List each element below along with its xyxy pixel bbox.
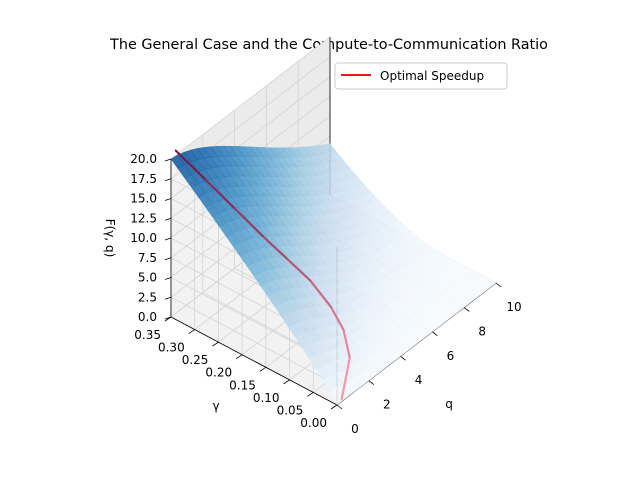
y-tick-mark — [283, 379, 290, 385]
x-tick-mark — [368, 380, 375, 385]
optimal-speedup-segment — [203, 177, 235, 209]
optimal-speedup-segment — [329, 305, 345, 331]
x-tick-mark — [400, 355, 406, 361]
z-tick-label: 0.0 — [138, 310, 157, 324]
z-tick-label: 20.0 — [130, 152, 157, 166]
optimal-speedup-segment — [174, 149, 206, 180]
z-tick-mark — [164, 198, 172, 201]
z-tick-label: 15.0 — [130, 192, 157, 206]
y-axis-label: γ — [212, 399, 219, 413]
z-tick-label: 10.0 — [130, 231, 157, 245]
surface-cell — [329, 387, 344, 406]
y-tick-mark — [330, 404, 338, 410]
optimal-speedup-segment — [342, 328, 351, 359]
z-tick-label: 12.5 — [130, 211, 157, 225]
x-tick-mark — [495, 282, 502, 288]
axis-line — [170, 316, 338, 406]
y-tick-label: 0.10 — [253, 391, 280, 405]
optimal-speedup-segment — [232, 206, 264, 238]
x-tick-label: 6 — [447, 349, 455, 363]
z-tick-label: 5.0 — [138, 271, 157, 285]
y-tick-mark — [235, 354, 243, 360]
y-tick-mark — [212, 341, 219, 347]
x-tick-label: 10 — [506, 300, 521, 314]
z-tick-mark — [164, 277, 172, 280]
y-tick-mark — [307, 392, 314, 397]
y-tick-mark — [259, 366, 267, 372]
y-tick-label: 0.00 — [300, 416, 327, 430]
optimal-speedup-segment — [309, 279, 332, 308]
z-tick-mark — [164, 296, 172, 300]
z-tick-mark — [164, 316, 172, 320]
y-tick-label: 0.15 — [229, 378, 256, 392]
x-tick-label: 4 — [415, 373, 423, 387]
optimal-speedup-curve — [174, 149, 351, 401]
y-tick-label: 0.25 — [182, 353, 209, 367]
z-tick-mark — [164, 217, 172, 221]
x-axis-label: q — [445, 397, 453, 411]
x-tick-mark — [463, 307, 470, 312]
optimal-speedup-segment — [261, 235, 288, 260]
x-tick-mark — [336, 404, 343, 410]
legend-box — [334, 62, 508, 90]
y-tick-label: 0.35 — [134, 328, 161, 342]
optimal-speedup-segment — [340, 356, 351, 401]
optimal-speedup-segment — [285, 257, 312, 282]
y-tick-label: 0.30 — [158, 341, 185, 355]
legend: Optimal Speedup — [334, 62, 508, 90]
x-tick-mark — [432, 331, 438, 337]
y-tick-mark — [188, 329, 195, 334]
legend-label-optimal-speedup: Optimal Speedup — [380, 69, 484, 83]
y-tick-label: 0.20 — [205, 366, 232, 380]
x-tick-label: 0 — [351, 422, 359, 436]
z-tick-mark — [164, 257, 172, 261]
z-tick-mark — [164, 178, 172, 182]
z-tick-mark — [164, 237, 172, 241]
tick-labels: 0 2 4 6 8 10 0.000.050.100.150.200.250.300.35 0… — [130, 152, 521, 436]
y-tick-label: 0.05 — [277, 403, 304, 417]
surface-plot — [170, 143, 497, 406]
z-axis-label: F(γ, q) — [103, 219, 117, 258]
x-tick-label: 8 — [478, 324, 486, 338]
z-tick-label: 7.5 — [138, 251, 157, 265]
z-tick-label: 2.5 — [138, 290, 157, 304]
x-tick-label: 2 — [383, 398, 391, 412]
z-tick-label: 17.5 — [130, 172, 157, 186]
z-tick-mark — [164, 158, 172, 162]
